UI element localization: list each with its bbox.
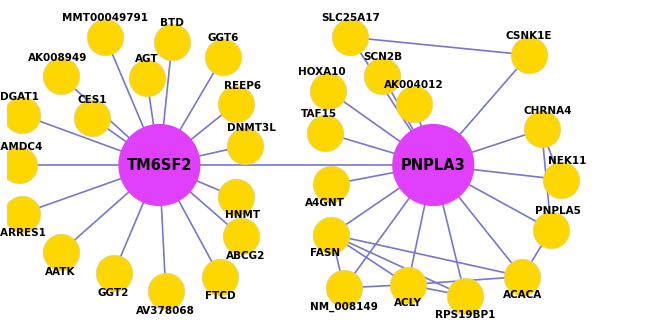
Text: GGT2: GGT2 [98,288,129,298]
Text: REEP6: REEP6 [224,81,261,91]
Point [323,88,333,93]
Point [517,274,528,279]
Point [377,74,387,79]
Text: GGT6: GGT6 [207,33,239,43]
Point [161,288,171,294]
Text: CES1: CES1 [78,95,107,105]
Point [326,182,337,187]
Text: BTD: BTD [160,18,184,28]
Text: FASN: FASN [310,248,340,258]
Point [167,40,177,45]
Point [14,162,25,168]
Text: HNMT: HNMT [225,210,260,220]
Point [536,127,547,132]
Point [402,282,413,287]
Text: HOXA10: HOXA10 [298,67,346,77]
Point [214,274,225,279]
Text: TAF15: TAF15 [300,109,337,119]
Point [339,285,349,290]
Point [428,162,439,168]
Text: ACLY: ACLY [394,298,422,309]
Point [409,101,419,106]
Text: AATK: AATK [46,267,76,277]
Text: DNMT3L: DNMT3L [227,123,276,133]
Point [109,271,119,276]
Text: PNPLA5: PNPLA5 [534,206,580,216]
Point [326,232,337,237]
Text: AK004012: AK004012 [384,80,444,90]
Text: AGT: AGT [135,54,159,64]
Text: CHRNA4: CHRNA4 [524,106,572,116]
Text: RARRES1: RARRES1 [0,228,46,238]
Point [524,52,534,58]
Text: ABCG2: ABCG2 [226,250,266,261]
Text: RPS19BP1: RPS19BP1 [435,310,495,320]
Point [18,112,27,117]
Point [142,75,152,80]
Text: SCN2B: SCN2B [363,52,402,62]
Point [320,130,330,135]
Text: TM6SF2: TM6SF2 [127,157,192,173]
Point [55,74,66,79]
Text: MMT00049791: MMT00049791 [62,13,148,23]
Text: DGAT1: DGAT1 [0,92,39,102]
Text: CSNK1E: CSNK1E [506,31,552,41]
Point [460,293,471,299]
Text: ACACA: ACACA [503,290,542,300]
Text: MAMDC4: MAMDC4 [0,142,42,152]
Point [231,195,241,200]
Point [236,234,246,239]
Text: SLC25A17: SLC25A17 [321,14,380,23]
Point [546,227,556,232]
Text: NEK11: NEK11 [548,156,586,166]
Point [345,35,356,40]
Point [556,177,566,182]
Point [18,211,27,216]
Point [218,54,228,59]
Point [231,101,241,106]
Point [154,162,164,168]
Text: A4GNT: A4GNT [305,198,345,208]
Text: AK008949: AK008949 [28,53,87,63]
Text: AV378068: AV378068 [136,306,195,315]
Point [55,250,66,255]
Point [87,115,98,121]
Point [240,143,251,148]
Point [100,35,110,40]
Text: PNPLA3: PNPLA3 [401,157,465,173]
Text: FTCD: FTCD [205,291,235,301]
Text: NM_008149: NM_008149 [310,302,378,312]
